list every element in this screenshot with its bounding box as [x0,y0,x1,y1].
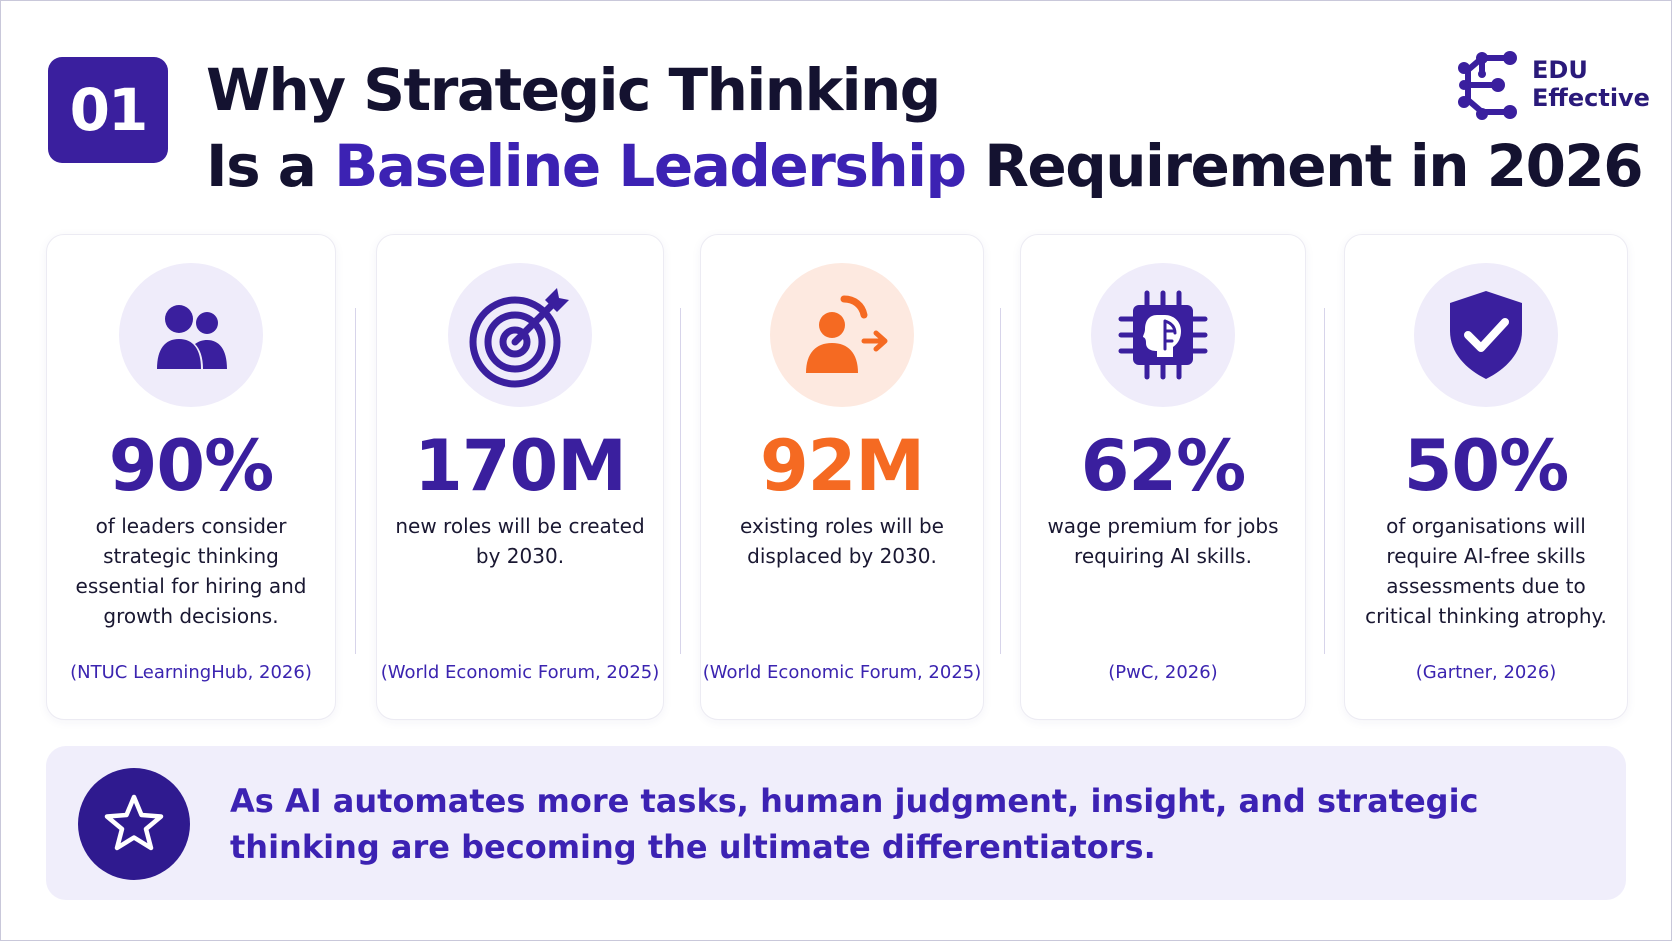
stat-source: (World Economic Forum, 2025) [380,662,660,683]
stat-value: 62% [1080,425,1247,507]
stat-description: of leaders consider strategic thinking e… [75,514,307,628]
star-icon [104,794,164,851]
title-line-2: Is a Baseline Leadership Requirement in … [206,128,1644,204]
stat-description: new roles will be created by 2030. [395,514,645,568]
network-nodes-icon [1458,51,1517,120]
stat-source: (Gartner, 2026) [1415,662,1557,683]
card-divider [1000,308,1001,654]
brand-name-line-1: EDU [1532,56,1588,84]
title-line-1: Why Strategic Thinking [206,56,941,124]
title-highlight: Baseline Leadership [334,132,967,200]
stat-card: 62% wage premium for jobs requiring AI s… [1020,234,1306,720]
stat-description: existing roles will be displaced by 2030… [740,514,944,568]
ai-chip-icon [1118,290,1208,380]
brand-name: EDU Effective [1532,56,1650,112]
stat-source: (NTUC LearningHub, 2026) [70,662,312,683]
banner-message: As AI automates more tasks, human judgme… [230,782,1479,866]
person-displaced-icon [806,295,888,373]
stat-card: 170M new roles will be created by 2030. … [376,234,664,720]
page-title: Why Strategic Thinking Is a Baseline Lea… [206,52,1644,204]
star-icon-circle [78,768,190,880]
stat-icon-circle [119,263,263,407]
stat-source: (World Economic Forum, 2025) [702,662,982,683]
stat-source: (PwC, 2026) [1108,662,1218,683]
section-number: 01 [69,76,149,144]
title-line-2-prefix: Is a [206,132,335,200]
stat-description: of organisations will require AI-free sk… [1365,514,1607,628]
stat-icon-circle [1414,263,1558,407]
card-divider [355,308,356,654]
section-number-badge: 01 [48,57,168,163]
brand-name-line-2: Effective [1532,84,1650,112]
key-message-banner: As AI automates more tasks, human judgme… [46,746,1626,900]
people-icon [157,305,227,369]
brand-logo: EDU Effective [1452,46,1650,122]
card-divider [680,308,681,654]
stat-value: 170M [414,425,627,507]
stat-icon-circle [1091,263,1235,407]
stat-card: 90% of leaders consider strategic thinki… [46,234,336,720]
shield-check-icon [1450,291,1522,379]
card-divider [1324,308,1325,654]
stat-card: 50% of organisations will require AI-fre… [1344,234,1628,720]
stat-value: 90% [108,425,275,507]
stat-card: 92M existing roles will be displaced by … [700,234,984,720]
stat-value: 92M [759,425,925,507]
stat-icon-circle [448,263,592,407]
stat-description: wage premium for jobs requiring AI skill… [1047,514,1279,568]
target-icon [469,288,569,388]
title-line-2-suffix: Requirement in 2026 [965,132,1643,200]
stat-icon-circle [770,263,914,407]
stat-value: 50% [1403,425,1570,507]
